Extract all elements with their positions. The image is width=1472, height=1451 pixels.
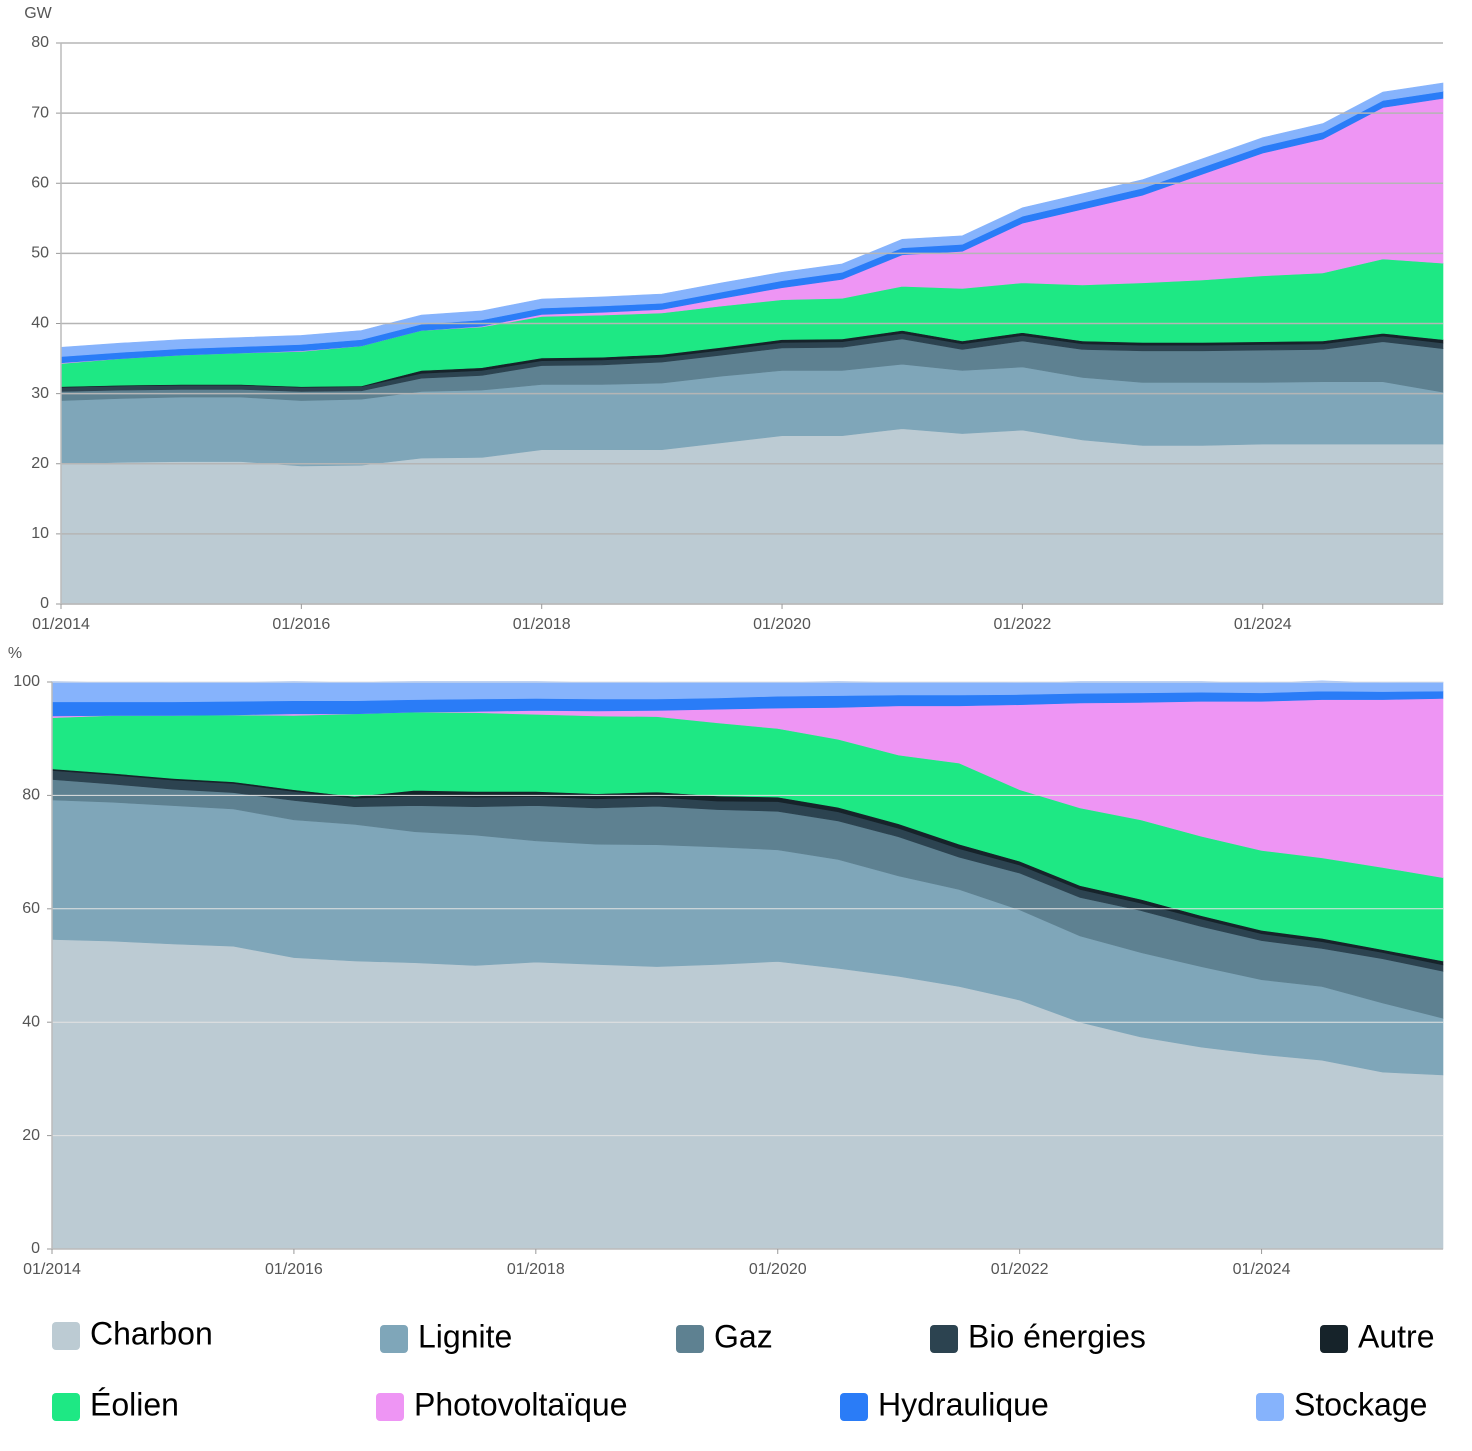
x-tick-label: 01/2022 xyxy=(993,616,1051,633)
x-tick-label: 01/2020 xyxy=(753,616,811,633)
y-tick-label: 50 xyxy=(31,245,49,262)
y-tick-label: 30 xyxy=(31,385,49,402)
y-tick-label: 0 xyxy=(31,1240,40,1257)
legend-swatch xyxy=(1320,1325,1348,1353)
area-series xyxy=(60,82,1444,357)
x-tick-label: 01/2024 xyxy=(1234,616,1292,633)
y-tick-label: 60 xyxy=(31,174,49,191)
legend-label: Photovoltaïque xyxy=(414,1386,628,1422)
legend-label: Gaz xyxy=(714,1318,773,1354)
x-tick-label: 01/2014 xyxy=(32,616,90,633)
y-tick-label: 0 xyxy=(40,595,49,612)
x-tick-label: 01/2014 xyxy=(23,1261,81,1278)
y-tick-label: 40 xyxy=(22,1013,40,1030)
legend-swatch xyxy=(930,1325,958,1353)
y-axis-unit: GW xyxy=(24,5,52,22)
legend-swatch xyxy=(1256,1393,1284,1421)
legend-swatch xyxy=(52,1393,80,1421)
legend-label: Autre xyxy=(1358,1318,1434,1354)
y-tick-label: 60 xyxy=(22,900,40,917)
legend-label: Charbon xyxy=(90,1315,213,1351)
areas xyxy=(51,680,1444,1250)
legend-label: Bio énergies xyxy=(968,1318,1146,1354)
y-tick-label: 40 xyxy=(31,315,49,332)
y-axis-unit: % xyxy=(8,645,22,662)
y-tick-label: 20 xyxy=(22,1127,40,1144)
y-tick-label: 10 xyxy=(31,525,49,542)
area-series xyxy=(51,680,1444,703)
legend-label: Stockage xyxy=(1294,1386,1427,1422)
legend-swatch xyxy=(380,1325,408,1353)
legend-swatch xyxy=(376,1393,404,1421)
x-tick-label: 01/2018 xyxy=(507,1261,565,1278)
x-tick-label: 01/2020 xyxy=(749,1261,807,1278)
y-tick-label: 80 xyxy=(22,787,40,804)
x-tick-label: 01/2022 xyxy=(991,1261,1049,1278)
y-tick-label: 20 xyxy=(31,455,49,472)
areas xyxy=(60,82,1444,605)
x-tick-label: 01/2016 xyxy=(272,616,330,633)
y-tick-label: 80 xyxy=(31,34,49,51)
legend-label: Éolien xyxy=(90,1386,179,1422)
legend-label: Hydraulique xyxy=(878,1386,1049,1422)
x-tick-label: 01/2018 xyxy=(513,616,571,633)
x-tick-label: 01/2024 xyxy=(1233,1261,1291,1278)
legend-swatch xyxy=(840,1393,868,1421)
legend-label: Lignite xyxy=(418,1318,512,1354)
legend-swatch xyxy=(52,1322,80,1350)
y-tick-label: 100 xyxy=(13,673,40,690)
x-tick-label: 01/2016 xyxy=(265,1261,323,1278)
y-tick-label: 70 xyxy=(31,104,49,121)
legend-swatch xyxy=(676,1325,704,1353)
